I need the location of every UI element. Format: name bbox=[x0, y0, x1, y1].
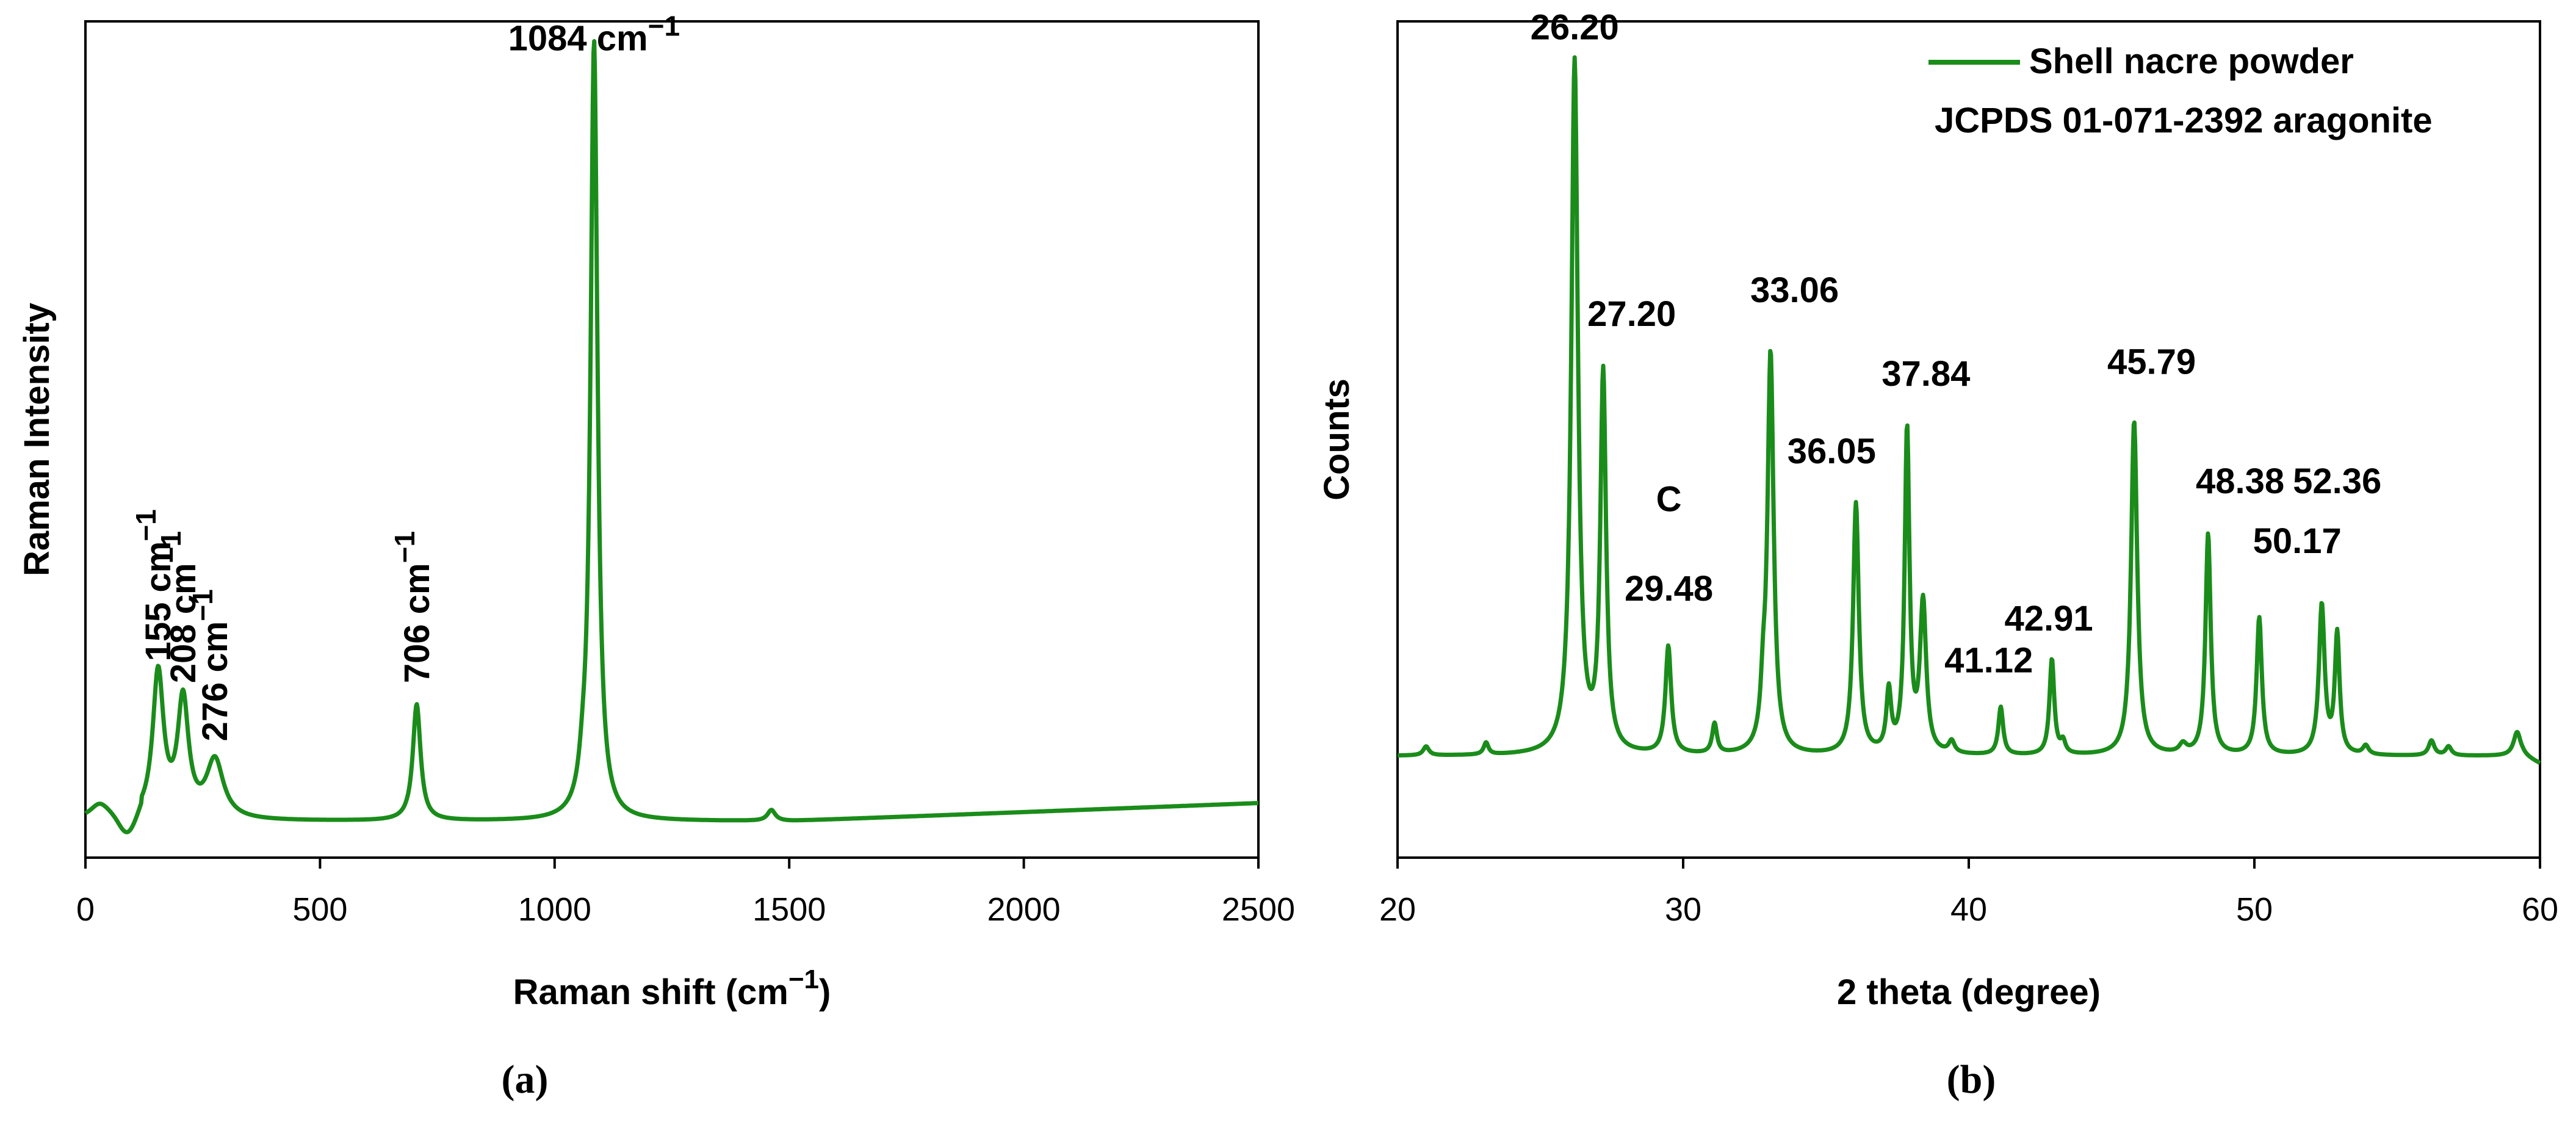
peak-label: 48.38 bbox=[2196, 461, 2284, 501]
peak-label: 33.06 bbox=[1750, 270, 1839, 310]
x-tick-label: 20 bbox=[1379, 891, 1416, 928]
peak-label: 26.20 bbox=[1531, 7, 1619, 47]
series-line bbox=[1396, 55, 2542, 765]
panel-caption: (a) bbox=[502, 1057, 549, 1102]
x-tick-label: 1000 bbox=[518, 891, 591, 928]
peak-label: 706 cm−1 bbox=[389, 531, 437, 683]
peak-label: 29.48 bbox=[1625, 569, 1713, 609]
chart-panel-b: 20 30 40 50 60 2 theta (degree) Counts 26.20 27.… bbox=[1317, 7, 2558, 1102]
x-tick-label: 2000 bbox=[987, 891, 1061, 928]
peak-label: 45.79 bbox=[2107, 342, 2196, 382]
chart-panel-a: 0 500 1000 1500 2000 2500 Raman shift (cm−1) Ra… bbox=[17, 10, 1295, 1102]
peak-label: 27.20 bbox=[1587, 294, 1676, 334]
y-axis-title: Raman Intensity bbox=[17, 303, 57, 576]
plot-frame bbox=[84, 20, 1260, 859]
x-axis-title: Raman shift (cm−1) bbox=[513, 964, 831, 1012]
peak-label: 42.91 bbox=[2004, 599, 2093, 638]
peak-label: 52.36 bbox=[2293, 461, 2381, 501]
legend-entry: Shell nacre powder bbox=[2029, 42, 2354, 81]
x-tick-label: 0 bbox=[76, 891, 95, 928]
x-tick-label: 2500 bbox=[1222, 891, 1295, 928]
peak-label: 41.12 bbox=[1944, 641, 2033, 681]
peak-label: 208 cm−1 bbox=[155, 531, 203, 683]
peak-label: 1084 cm−1 bbox=[508, 10, 680, 59]
x-tick-label: 500 bbox=[292, 891, 347, 928]
panel-caption: (b) bbox=[1947, 1057, 1996, 1102]
peak-label: 50.17 bbox=[2253, 521, 2342, 561]
x-tick-label: 1500 bbox=[752, 891, 826, 928]
peak-label: 37.84 bbox=[1881, 354, 1970, 394]
x-tick-label: 40 bbox=[1950, 891, 1987, 928]
peak-label: 36.05 bbox=[1788, 432, 1876, 471]
y-axis-title: Counts bbox=[1317, 378, 1357, 501]
legend-entry: JCPDS 01-071-2392 aragonite bbox=[1935, 101, 2433, 140]
x-tick-label: 30 bbox=[1665, 891, 1701, 928]
x-axis-title: 2 theta (degree) bbox=[1837, 972, 2101, 1012]
peak-label: C bbox=[1656, 479, 1682, 519]
series-line bbox=[84, 39, 1260, 834]
x-tick-label: 50 bbox=[2236, 891, 2273, 928]
x-tick-label: 60 bbox=[2522, 891, 2558, 928]
